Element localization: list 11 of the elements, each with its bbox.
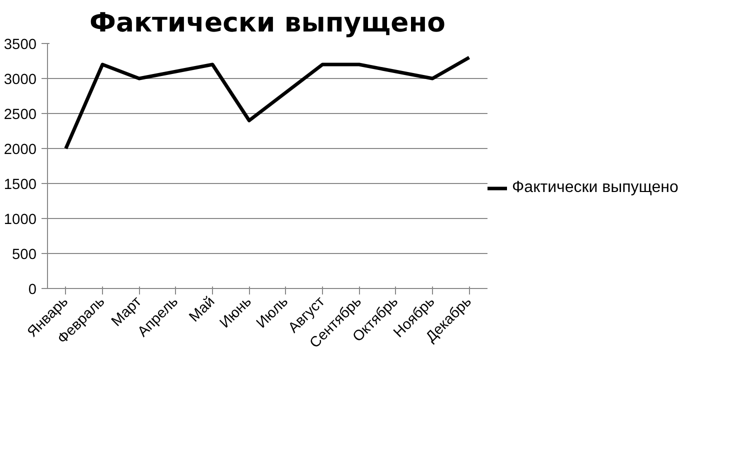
y-tick-label: 3000 bbox=[4, 72, 37, 88]
y-tick-label: 2500 bbox=[4, 107, 37, 123]
legend-label: Фактически выпущено bbox=[512, 179, 678, 197]
y-tick-label: 3500 bbox=[4, 37, 37, 53]
chart-title: Фактически выпущено bbox=[90, 8, 446, 38]
y-tick-label: 500 bbox=[12, 247, 37, 263]
line-series bbox=[64, 56, 471, 150]
y-tick-label: 1000 bbox=[4, 212, 37, 228]
y-tick-label: 0 bbox=[28, 282, 37, 298]
y-tick-label: 1500 bbox=[4, 177, 37, 193]
y-tick-label: 2000 bbox=[4, 142, 37, 158]
